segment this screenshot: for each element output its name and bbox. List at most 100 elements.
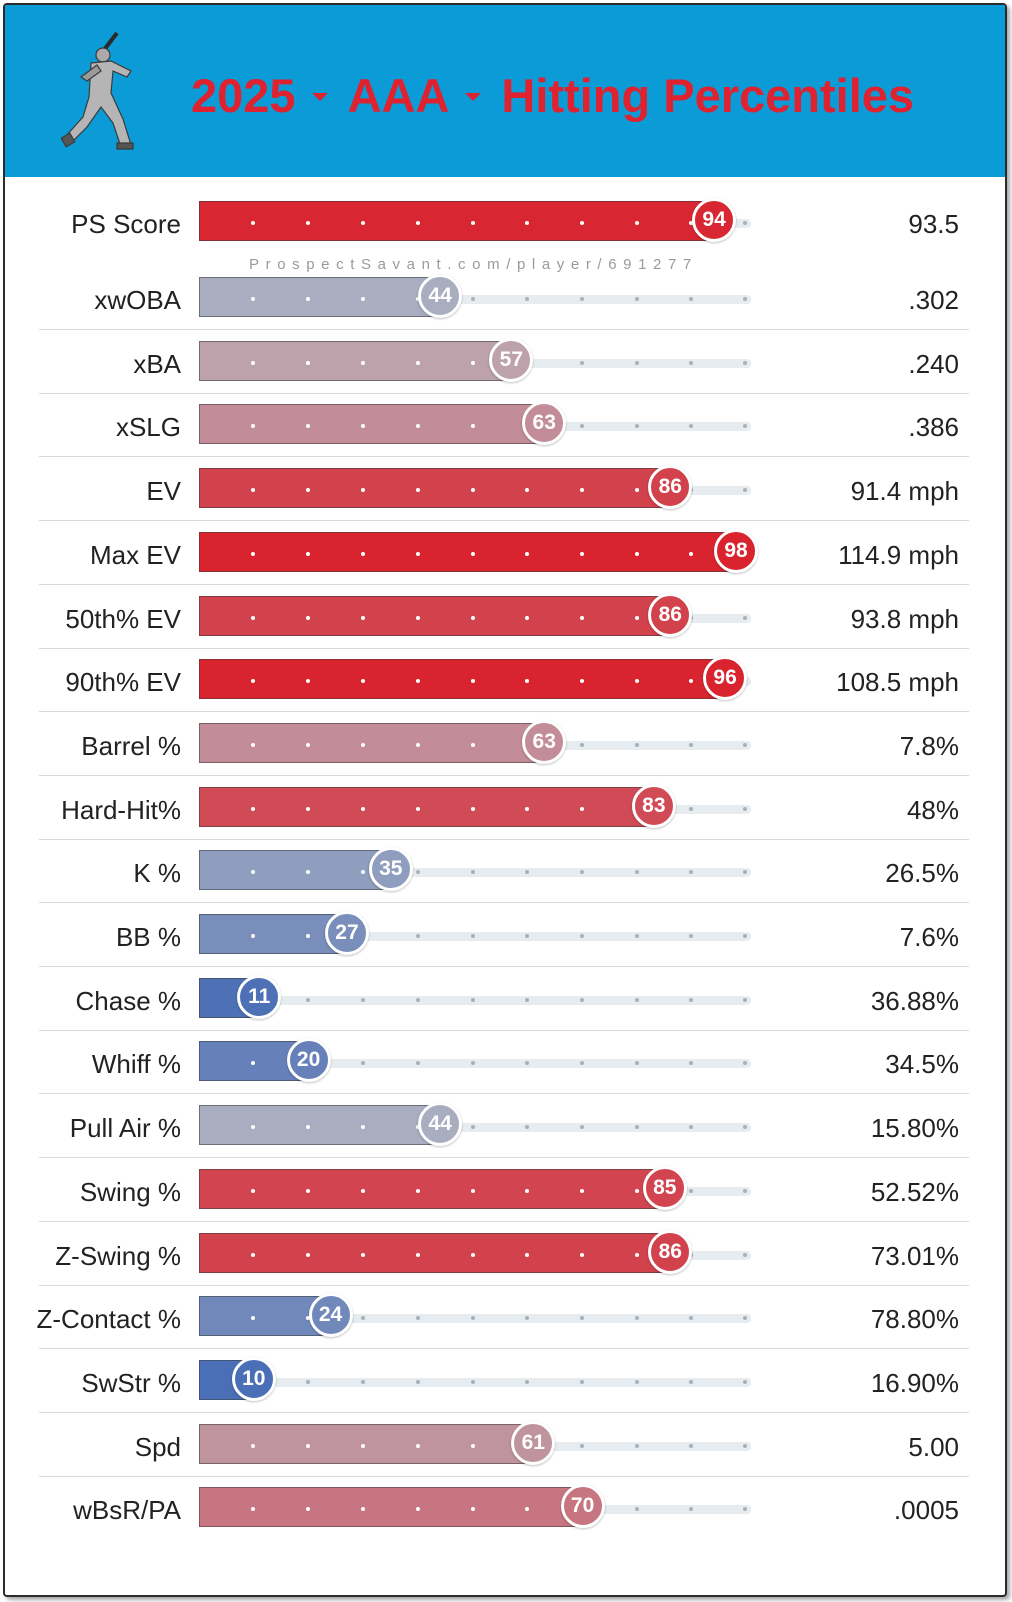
metric-row: BB % 27 7.6% [5, 911, 1005, 955]
metric-row: Z-Swing % 86 73.01% [5, 1229, 1005, 1274]
tick-dot [306, 360, 310, 365]
tick-dot [635, 424, 639, 429]
tick-dot [689, 870, 693, 875]
row-divider [39, 583, 969, 585]
metric-row: PS Score 94 93.5 [5, 198, 1005, 242]
metric-value: 114.9 mph [838, 539, 959, 570]
tick-dot [689, 424, 693, 429]
row-divider [39, 1093, 969, 1095]
tick-dot [580, 870, 584, 875]
tick-dot [635, 679, 639, 684]
year-select[interactable]: 2025 [191, 68, 296, 122]
metric-value: 78.80% [870, 1304, 959, 1335]
percentile-badge: 70 [560, 1484, 605, 1529]
tick-dot [525, 997, 529, 1002]
tick-dot [635, 870, 639, 875]
tick-dot [361, 679, 365, 684]
tick-dot [416, 1188, 420, 1193]
tick-dot [471, 1379, 475, 1384]
metric-label: wBsR/PA [73, 1495, 181, 1526]
row-divider [39, 774, 969, 776]
metric-row: Max EV 98 114.9 mph [5, 528, 1005, 573]
metric-label: Swing % [79, 1176, 181, 1207]
tick-dot [306, 551, 310, 556]
row-divider [39, 1220, 969, 1222]
metric-label: K % [133, 858, 181, 889]
level-select[interactable]: AAA [347, 68, 450, 122]
percentile-badge: 86 [648, 465, 693, 510]
tick-dot [251, 1125, 255, 1130]
metric-label: Chase % [75, 985, 182, 1016]
metric-value: 52.52% [870, 1176, 959, 1207]
tick-dot [251, 1443, 255, 1448]
tick-dot [743, 488, 747, 493]
year-dropdown-icon[interactable] [311, 93, 328, 101]
tick-dot [361, 221, 365, 225]
metric-value: 15.80% [870, 1113, 959, 1144]
tick-dot [471, 997, 475, 1002]
metric-label: BB % [115, 922, 181, 952]
metric-row: Hard-Hit% 83 48% [5, 783, 1005, 828]
tick-dot [361, 742, 365, 747]
tick-dot [416, 870, 420, 875]
tick-dot [743, 806, 747, 811]
tick-dot [471, 297, 475, 301]
tick-dot [471, 1188, 475, 1193]
tick-dot [743, 742, 747, 747]
percentile-bar [199, 1105, 441, 1146]
tick-dot [689, 1443, 693, 1448]
tick-dot [416, 424, 420, 429]
percentile-badge: 94 [692, 198, 737, 242]
tick-dot [635, 1188, 639, 1193]
percentile-badge: 85 [642, 1165, 687, 1210]
tick-dot [306, 934, 310, 938]
tick-dot [689, 997, 693, 1002]
metric-label: xSLG [115, 412, 181, 443]
tick-dot [306, 221, 310, 225]
tick-dot [471, 1125, 475, 1130]
metric-value: 108.5 mph [836, 667, 959, 698]
tick-dot [416, 1379, 420, 1384]
tick-dot [580, 742, 584, 747]
tick-dot [361, 806, 365, 811]
tick-dot [689, 1507, 693, 1512]
tick-dot [635, 551, 639, 556]
tick-dot [743, 1507, 747, 1512]
tick-dot [580, 424, 584, 429]
metric-label: SwStr % [81, 1367, 181, 1398]
percentile-bar [199, 404, 545, 445]
metric-value: 7.6% [899, 922, 959, 952]
percentile-badge: 63 [522, 401, 567, 446]
metric-label: 90th% EV [65, 667, 181, 698]
batter-silhouette-icon [61, 31, 134, 150]
tick-dot [580, 615, 584, 620]
tick-dot [580, 360, 584, 365]
metric-row: 50th% EV 86 93.8 mph [5, 592, 1005, 637]
tick-dot [306, 742, 310, 747]
percentile-badge: 83 [631, 783, 676, 828]
metric-row: Swing % 85 52.52% [5, 1165, 1005, 1210]
metric-value: 48% [906, 794, 959, 825]
tick-dot [306, 1316, 310, 1321]
tick-dot [251, 870, 255, 875]
tick-dot [743, 1188, 747, 1193]
watermark: ProspectSavant.com/player/691277 [249, 256, 698, 273]
percentile-bar [199, 786, 654, 827]
metric-value: 36.88% [870, 985, 959, 1016]
tick-dot [743, 1443, 747, 1448]
metric-value: 16.90% [870, 1367, 959, 1398]
level-dropdown-icon[interactable] [465, 93, 482, 101]
tick-dot [635, 742, 639, 747]
tick-dot [251, 615, 255, 620]
percentile-badge: 96 [703, 656, 748, 701]
tick-dot [635, 488, 639, 493]
tick-dot [525, 1125, 529, 1130]
metric-value: 93.5 [908, 209, 959, 239]
tick-dot [416, 1316, 420, 1321]
tick-dot [743, 615, 747, 620]
tick-dot [306, 297, 310, 301]
tick-dot [416, 297, 420, 301]
tick-dot [251, 679, 255, 684]
metric-value: 7.8% [899, 730, 959, 761]
percentile-badge: 20 [286, 1038, 331, 1083]
